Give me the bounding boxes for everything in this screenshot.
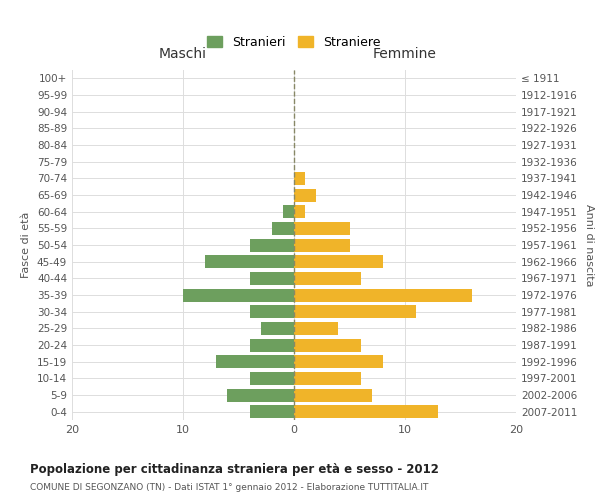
Bar: [250, 405, 294, 418]
Bar: [183, 288, 294, 302]
Bar: [294, 355, 383, 368]
Bar: [294, 372, 361, 385]
Bar: [294, 255, 383, 268]
Y-axis label: Anni di nascita: Anni di nascita: [584, 204, 594, 286]
Bar: [250, 238, 294, 252]
Bar: [294, 388, 372, 402]
Text: Femmine: Femmine: [373, 48, 437, 62]
Bar: [294, 222, 349, 235]
Legend: Stranieri, Straniere: Stranieri, Straniere: [202, 31, 386, 54]
Text: COMUNE DI SEGONZANO (TN) - Dati ISTAT 1° gennaio 2012 - Elaborazione TUTTITALIA.: COMUNE DI SEGONZANO (TN) - Dati ISTAT 1°…: [30, 482, 428, 492]
Bar: [250, 372, 294, 385]
Y-axis label: Fasce di età: Fasce di età: [22, 212, 31, 278]
Bar: [227, 388, 294, 402]
Bar: [294, 338, 361, 351]
Bar: [272, 222, 294, 235]
Bar: [294, 272, 361, 285]
Text: Popolazione per cittadinanza straniera per età e sesso - 2012: Popolazione per cittadinanza straniera p…: [30, 462, 439, 475]
Bar: [294, 172, 305, 185]
Bar: [294, 238, 349, 252]
Bar: [216, 355, 294, 368]
Bar: [205, 255, 294, 268]
Bar: [294, 188, 316, 202]
Bar: [294, 405, 438, 418]
Bar: [283, 205, 294, 218]
Bar: [250, 338, 294, 351]
Bar: [294, 322, 338, 335]
Bar: [294, 305, 416, 318]
Bar: [260, 322, 294, 335]
Bar: [250, 272, 294, 285]
Text: Maschi: Maschi: [159, 48, 207, 62]
Bar: [294, 205, 305, 218]
Bar: [250, 305, 294, 318]
Bar: [294, 288, 472, 302]
